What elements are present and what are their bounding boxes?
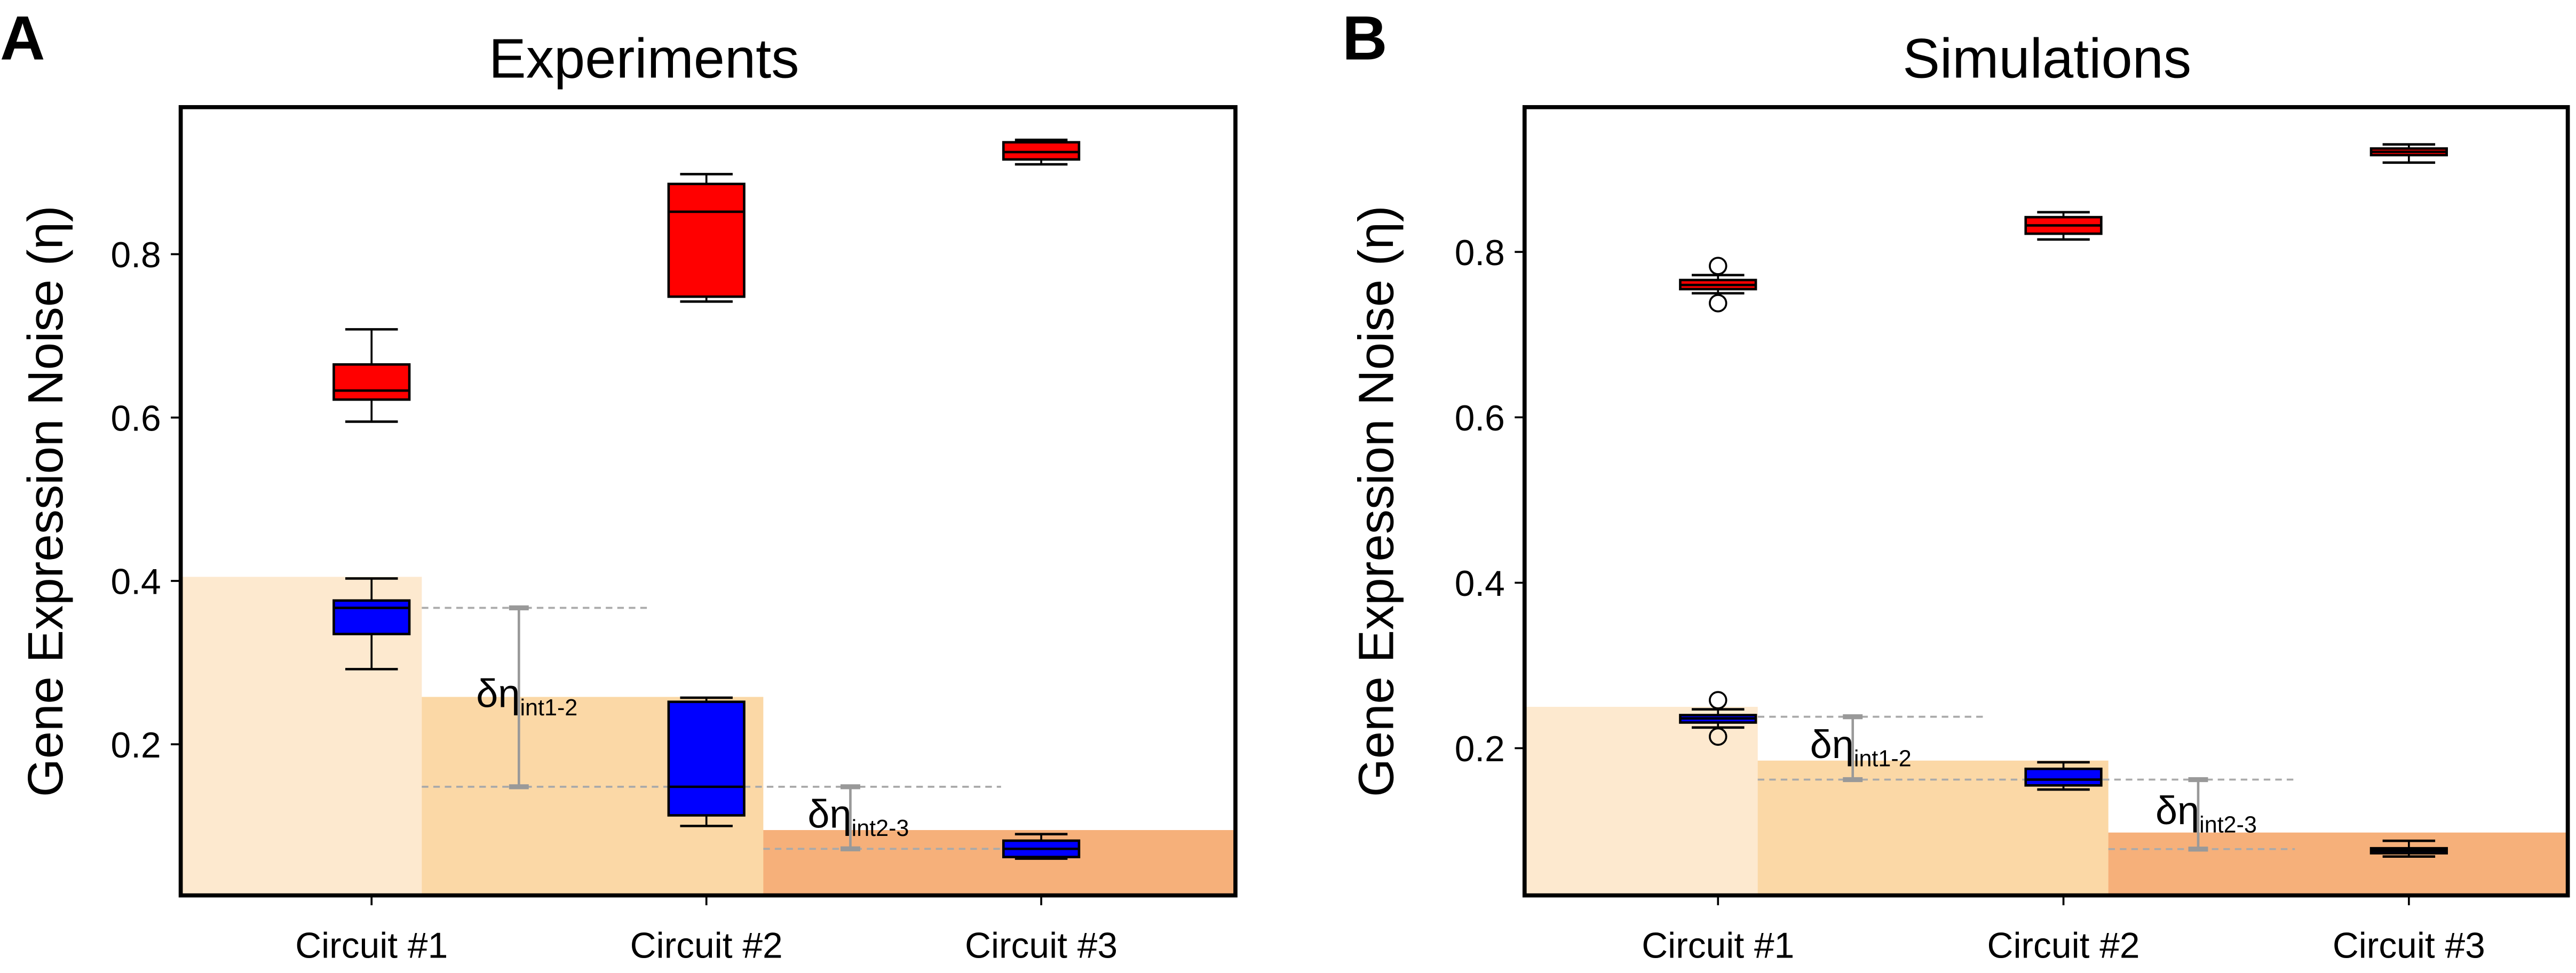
interval-label-subscript: int2-3 — [2199, 812, 2257, 838]
outlier-point — [1709, 294, 1727, 313]
box-red-1 — [332, 328, 411, 423]
panel-label: A — [0, 3, 45, 73]
interval-label: δηint1-2 — [476, 672, 577, 721]
outlier-point — [1709, 727, 1727, 746]
box-iqr — [667, 182, 746, 298]
y-tick-label: 0.4 — [1455, 564, 1505, 604]
outlier-point — [1709, 257, 1727, 275]
chart-title: Simulations — [1903, 27, 2191, 90]
box-red-1 — [1679, 257, 1757, 313]
panel-B: B Simulations Gene Expression Noise (η) δηi… — [1342, 3, 2570, 966]
interval-label: δηint2-3 — [2155, 788, 2257, 838]
box-iqr — [332, 363, 411, 401]
x-tick-label: Circuit #2 — [630, 926, 783, 966]
x-tick-label: Circuit #3 — [2333, 926, 2485, 966]
chart-title: Experiments — [489, 27, 799, 90]
x-tick-label: Circuit #1 — [295, 926, 448, 966]
box-iqr — [667, 700, 746, 817]
y-tick-label: 0.2 — [111, 725, 161, 765]
outlier-point — [1709, 691, 1727, 709]
box-red-3 — [2369, 143, 2448, 164]
axes-frame — [178, 105, 1238, 898]
box-red-2 — [667, 173, 746, 303]
interval-label-subscript: int1-2 — [520, 695, 577, 721]
box-iqr — [2024, 767, 2103, 787]
box-blue-1 — [332, 577, 411, 671]
x-tick-label: Circuit #3 — [965, 926, 1117, 966]
y-axis-label: Gene Expression Noise (η) — [1349, 205, 1404, 797]
x-tick-label: Circuit #2 — [1987, 926, 2140, 966]
box-blue-1 — [1679, 691, 1757, 746]
box-red-2 — [2024, 211, 2103, 241]
x-tick-label: Circuit #1 — [1642, 926, 1794, 966]
box-red-3 — [1002, 138, 1081, 166]
interval-label: δηint2-3 — [807, 792, 909, 841]
box-blue-3 — [2369, 839, 2448, 858]
interval-label-subscript: int2-3 — [852, 816, 909, 841]
box-blue-3 — [1002, 833, 1081, 860]
panel-A: A Experiments Gene Expression Noise (η) δηi… — [0, 3, 1238, 966]
panel-label: B — [1342, 3, 1387, 73]
y-tick-label: 0.8 — [111, 235, 161, 275]
interval-label: δηint1-2 — [1810, 722, 1912, 771]
y-tick-label: 0.6 — [1455, 398, 1505, 438]
box-blue-2 — [2024, 761, 2103, 791]
axes-frame — [1522, 105, 2570, 898]
y-tick-label: 0.2 — [1455, 729, 1505, 769]
shaded-band — [1524, 707, 1758, 896]
box-iqr — [332, 599, 411, 635]
y-tick-label: 0.4 — [111, 562, 161, 602]
y-axis-label: Gene Expression Noise (η) — [18, 205, 73, 797]
interval-label-subscript: int1-2 — [1854, 746, 1912, 771]
box-blue-2 — [667, 696, 746, 827]
y-tick-label: 0.8 — [1455, 233, 1505, 273]
y-tick-label: 0.6 — [111, 398, 161, 438]
